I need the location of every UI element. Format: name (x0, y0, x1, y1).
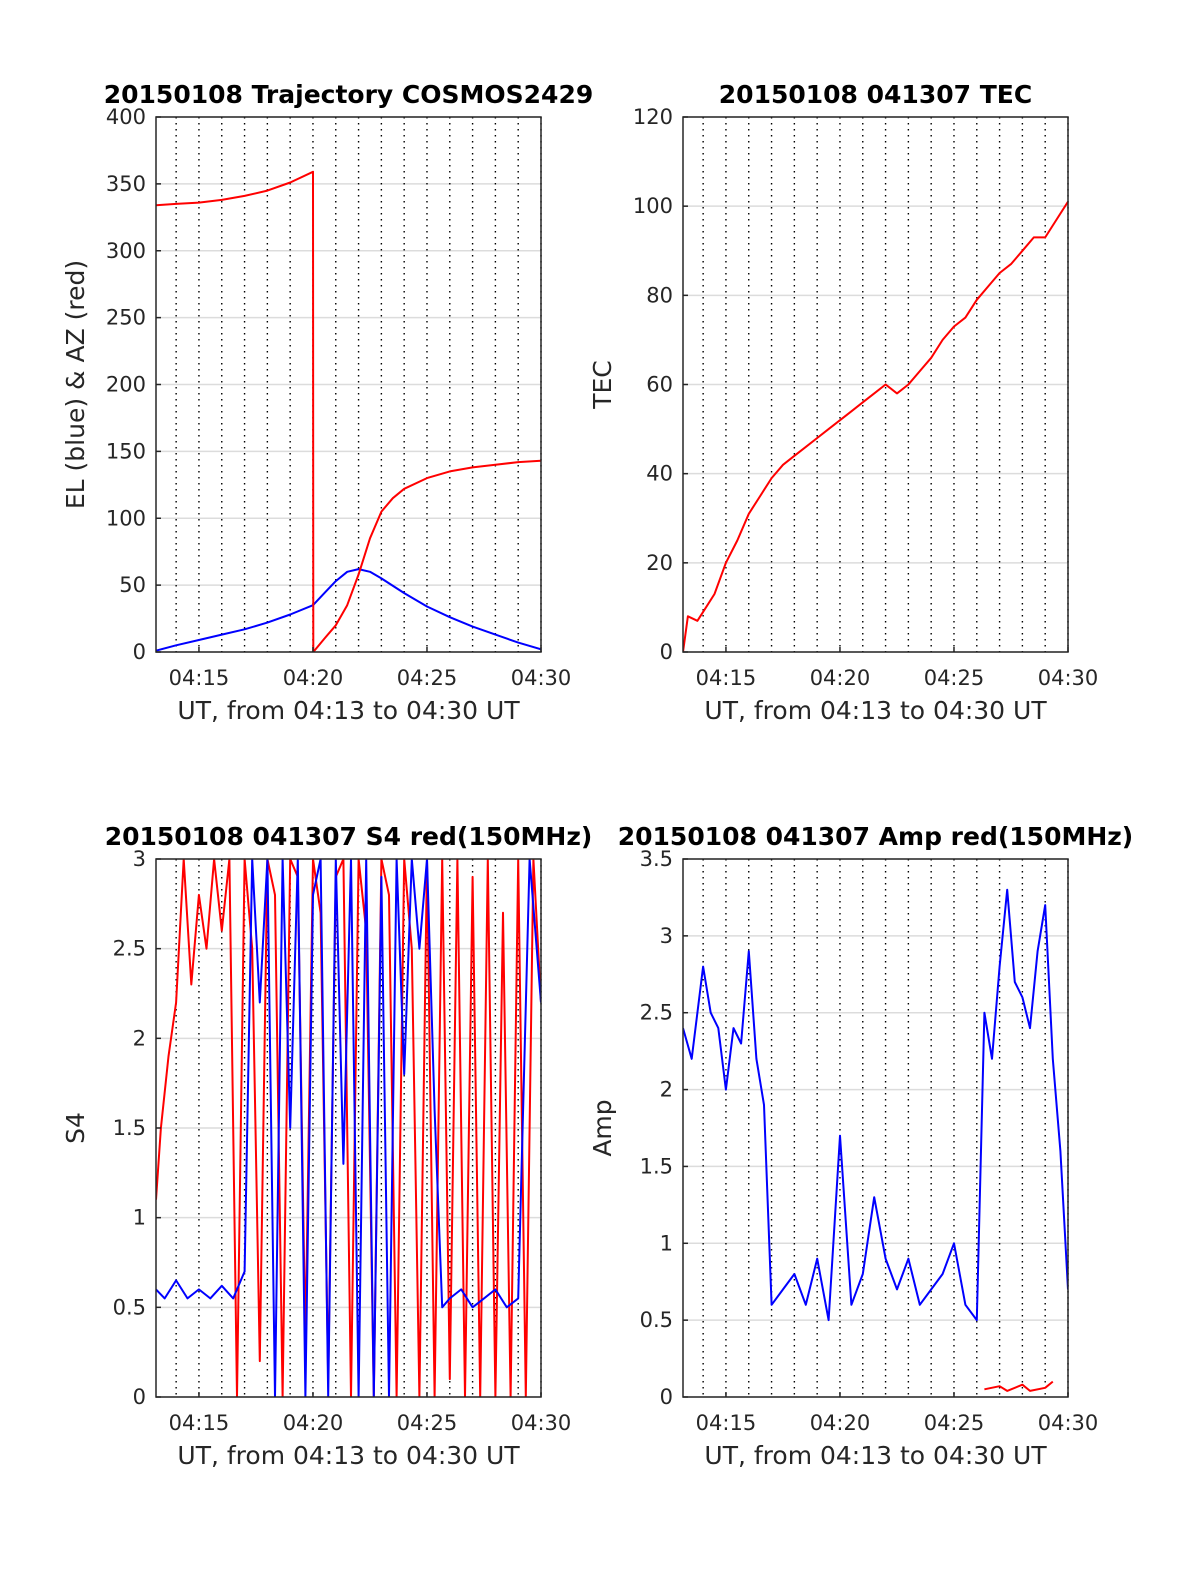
series-line-1 (683, 201, 1068, 652)
series-line-2 (156, 859, 541, 1397)
x-axis-label: UT, from 04:13 to 04:30 UT (704, 1441, 1047, 1470)
x-tick-label: 04:15 (696, 666, 757, 690)
y-tick-label: 1 (133, 1206, 146, 1230)
plot-area (683, 859, 1068, 1397)
x-axis-label: UT, from 04:13 to 04:30 UT (704, 696, 1047, 725)
chart-panel-4: 0 0.5 1 1.5 2 2.5 3 3.5 04:15 04:20 04:25 04:30 UT, … (588, 822, 1133, 1470)
y-tick-label: 3.5 (640, 847, 673, 871)
x-axis-label: UT, from 04:13 to 04:30 UT (177, 696, 520, 725)
x-tick-label: 04:20 (810, 666, 871, 690)
x-tick-label: 04:15 (169, 666, 230, 690)
x-tick-label: 04:25 (924, 666, 985, 690)
chart-title: 20150108 041307 TEC (719, 80, 1032, 109)
chart-panel-3: 0 0.5 1 1.5 2 2.5 3 04:15 04:20 04:25 04:30 UT, fro… (61, 822, 592, 1470)
y-tick-label: 1.5 (113, 1116, 146, 1140)
y-tick-label: 350 (106, 172, 146, 196)
y-axis-label: EL (blue) & AZ (red) (61, 260, 90, 509)
series-line-1 (156, 568, 541, 652)
y-tick-label: 120 (633, 105, 673, 129)
y-tick-label: 0.5 (640, 1308, 673, 1332)
y-tick-label: 0 (133, 1385, 146, 1409)
y-tick-label: 2.5 (113, 937, 146, 961)
y-tick-label: 3 (660, 924, 673, 948)
x-tick-label: 04:15 (169, 1411, 230, 1435)
y-tick-label: 250 (106, 306, 146, 330)
series-line-2 (156, 170, 541, 652)
y-tick-label: 0 (660, 640, 673, 664)
y-tick-label: 100 (106, 506, 146, 530)
x-tick-label: 04:25 (924, 1411, 985, 1435)
x-tick-label: 04:30 (1038, 1411, 1099, 1435)
x-tick-label: 04:20 (810, 1411, 871, 1435)
x-tick-label: 04:25 (397, 1411, 458, 1435)
y-axis-label: TEC (588, 360, 617, 410)
y-tick-label: 3 (133, 847, 146, 871)
series-line-1 (156, 859, 541, 1397)
chart-title: 20150108 041307 S4 red(150MHz) (105, 822, 593, 851)
y-tick-label: 100 (633, 194, 673, 218)
y-tick-label: 1 (660, 1231, 673, 1255)
y-tick-label: 60 (646, 373, 673, 397)
y-tick-label: 80 (646, 283, 673, 307)
y-tick-label: 0 (660, 1385, 673, 1409)
chart-title: 20150108 041307 Amp red(150MHz) (618, 822, 1134, 851)
x-axis-label: UT, from 04:13 to 04:30 UT (177, 1441, 520, 1470)
x-tick-label: 04:30 (1038, 666, 1099, 690)
chart-title: 20150108 Trajectory COSMOS2429 (104, 80, 594, 109)
y-tick-label: 2 (660, 1078, 673, 1102)
x-tick-label: 04:30 (511, 666, 572, 690)
y-tick-label: 2 (133, 1026, 146, 1050)
axes-box (682, 858, 1069, 1398)
y-axis-label: S4 (61, 1112, 90, 1144)
y-tick-label: 400 (106, 105, 146, 129)
x-tick-label: 04:30 (511, 1411, 572, 1435)
y-tick-label: 40 (646, 462, 673, 486)
chart-panel-1: 0 50 100 150 200 250 300 350 400 04:15 04:20 04:25 0… (61, 80, 593, 725)
x-tick-label: 04:15 (696, 1411, 757, 1435)
x-tick-label: 04:20 (283, 1411, 344, 1435)
y-tick-label: 200 (106, 373, 146, 397)
x-tick-label: 04:25 (397, 666, 458, 690)
series-line-2 (984, 1380, 1054, 1392)
y-tick-label: 20 (646, 551, 673, 575)
y-tick-label: 0 (133, 640, 146, 664)
y-axis-label: Amp (588, 1099, 617, 1156)
y-tick-label: 2.5 (640, 1001, 673, 1025)
chart-panel-2: 0 20 40 60 80 100 120 04:15 04:20 04:25 04:30 UT, f… (588, 80, 1098, 725)
series-line-1 (683, 888, 1068, 1322)
y-tick-label: 0.5 (113, 1295, 146, 1319)
y-tick-label: 1.5 (640, 1154, 673, 1178)
y-tick-label: 300 (106, 239, 146, 263)
y-tick-label: 50 (119, 573, 146, 597)
y-tick-label: 150 (106, 439, 146, 463)
x-tick-label: 04:20 (283, 666, 344, 690)
